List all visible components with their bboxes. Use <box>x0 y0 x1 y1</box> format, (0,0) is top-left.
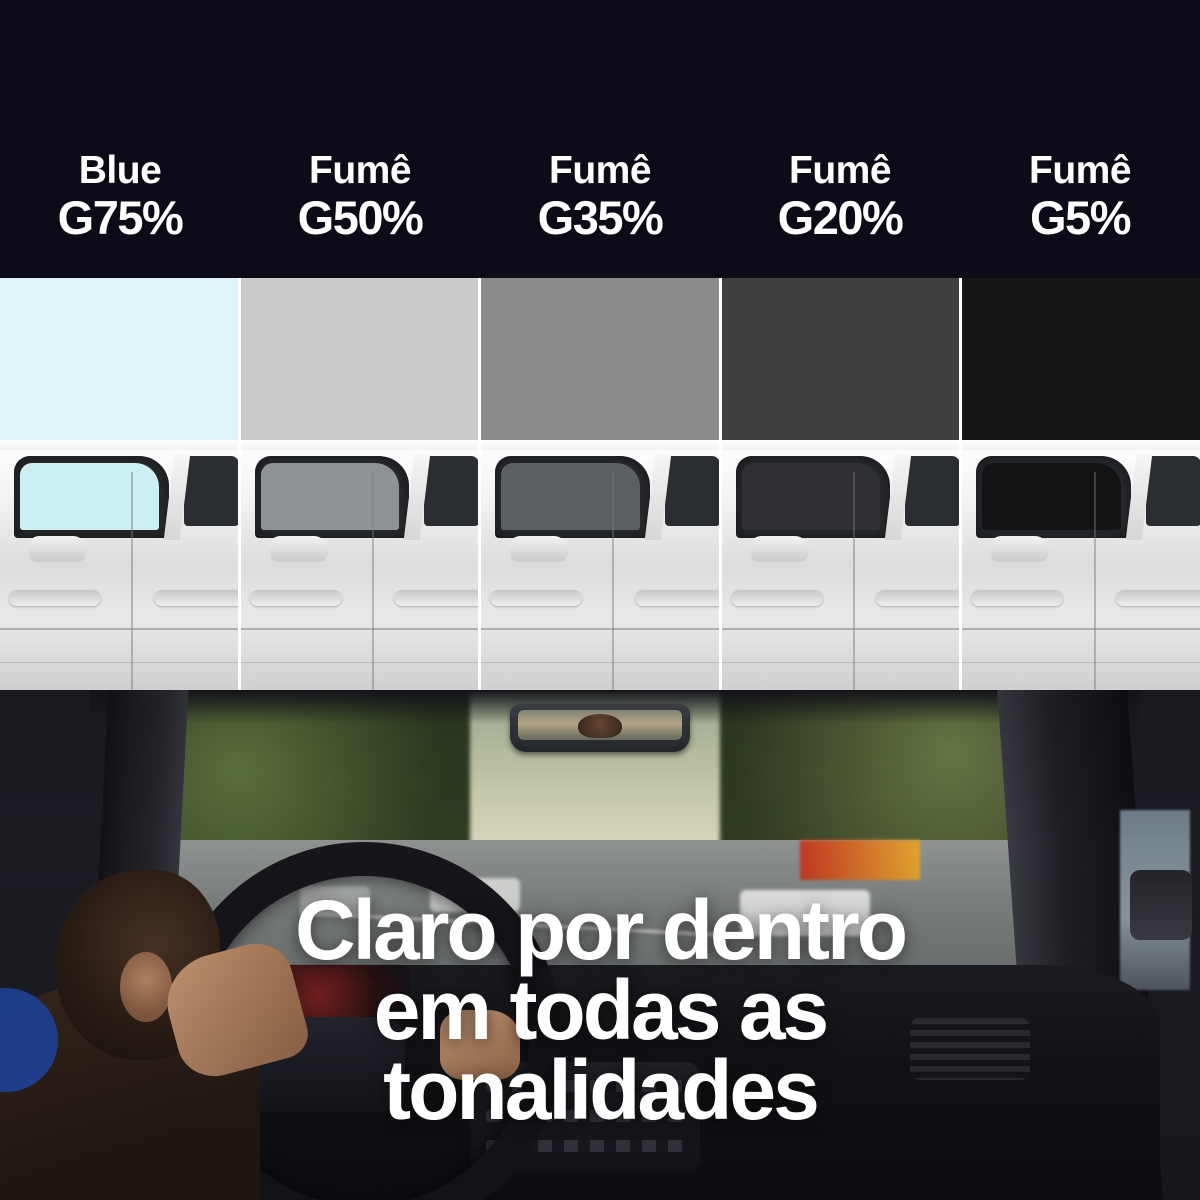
rear-window-frame <box>905 456 960 526</box>
front-window-frame <box>495 456 650 538</box>
door-gap <box>131 472 134 690</box>
door-handle-front <box>971 590 1064 606</box>
headline-line-1: Claro por dentro <box>294 883 908 977</box>
car-door-icon-5 <box>962 440 1200 690</box>
door-gap <box>1093 472 1096 690</box>
front-window-frame <box>254 456 410 538</box>
swatch-panel-1 <box>0 278 241 690</box>
car-door-icon-1 <box>0 440 238 690</box>
swatch-kind-1: Blue <box>78 149 162 192</box>
car-body <box>0 450 238 690</box>
rearview-mirror <box>510 704 690 752</box>
door-handle-front <box>490 590 583 606</box>
reflected-face <box>578 714 622 738</box>
body-crease <box>962 628 1200 630</box>
swatch-kind-3: Fumê <box>548 149 652 192</box>
car-body <box>721 450 960 690</box>
body-crease <box>481 628 719 630</box>
swatch-grade-5: G5% <box>1029 191 1132 244</box>
car-body <box>481 450 719 690</box>
front-window-frame <box>13 456 169 538</box>
front-window-glass <box>741 463 881 530</box>
console-buttons-row-3 <box>486 1140 684 1152</box>
top-dark-band <box>0 0 1200 278</box>
swatch-label-3: Fumê G35% <box>480 150 720 278</box>
swatch-panel-4 <box>721 278 963 690</box>
door-handle-front <box>730 590 823 606</box>
headline-line-2: em todas as <box>373 963 830 1057</box>
swatch-panel-5 <box>962 278 1200 690</box>
front-window-glass <box>260 463 400 530</box>
swatch-kind-5: Fumê <box>1028 149 1132 192</box>
car-body <box>240 450 479 690</box>
car-door-icon-2 <box>240 440 479 690</box>
body-crease-lower <box>962 662 1200 663</box>
swatch-label-5: Fumê G5% <box>960 150 1200 278</box>
body-crease <box>0 628 238 630</box>
body-crease-lower <box>0 662 238 663</box>
door-handle-rear <box>1116 590 1200 606</box>
rear-window-frame <box>424 456 479 526</box>
door-gap <box>371 472 374 690</box>
rear-window-frame <box>664 456 719 526</box>
front-window-glass <box>501 463 640 530</box>
swatch-grade-2: G50% <box>297 191 424 244</box>
door-handle-rear <box>634 590 719 606</box>
body-crease-lower <box>240 662 479 663</box>
side-mirror-icon <box>269 536 328 562</box>
front-window-frame <box>735 456 891 538</box>
passing-car-1 <box>740 890 870 936</box>
rearview-reflection <box>518 710 682 740</box>
door-gap <box>612 472 615 690</box>
headline: Claro por dentro em todas as tonalidades <box>0 883 1200 1137</box>
air-vent <box>910 1018 1030 1080</box>
swatch-label-2: Fumê G50% <box>240 150 480 278</box>
storefront-blur <box>800 840 920 880</box>
exterior-mirror <box>1130 870 1192 940</box>
swatch-kind-4: Fumê <box>788 149 892 192</box>
side-mirror-icon <box>510 536 569 562</box>
body-crease <box>721 628 960 630</box>
swatch-labels-row: Blue G75% Fumê G50% Fumê G35% Fumê G20% <box>0 150 1200 278</box>
swatch-panel-3 <box>481 278 722 690</box>
car-door-icon-3 <box>481 440 719 690</box>
side-mirror-icon <box>750 536 809 562</box>
door-handle-rear <box>153 590 238 606</box>
body-crease-lower <box>481 662 719 663</box>
door-handle-rear <box>875 590 960 606</box>
door-handle-front <box>249 590 342 606</box>
front-window-glass <box>982 463 1122 530</box>
swatch-label-4: Fumê G20% <box>720 150 960 278</box>
rear-window-frame <box>1146 456 1200 526</box>
swatch-panel-2 <box>240 278 482 690</box>
driver-interior-photo <box>0 690 1200 1200</box>
side-mirror-icon <box>28 536 87 562</box>
driver-ear <box>120 952 172 1022</box>
front-window-frame <box>976 456 1132 538</box>
body-crease-lower <box>721 662 960 663</box>
swatch-strip <box>0 278 1200 690</box>
door-gap <box>853 472 856 690</box>
car-body <box>962 450 1200 690</box>
door-handle-front <box>8 590 101 606</box>
swatch-kind-2: Fumê <box>308 149 412 192</box>
door-handle-rear <box>394 590 479 606</box>
rear-window-frame <box>183 456 238 526</box>
headline-line-3: tonalidades <box>383 1043 820 1137</box>
swatch-grade-4: G20% <box>777 191 904 244</box>
driver-right-hand <box>440 1010 520 1080</box>
swatch-grade-3: G35% <box>537 191 664 244</box>
photo-vignette <box>0 690 1200 1200</box>
swatch-grade-1: G75% <box>57 191 184 244</box>
front-window-glass <box>19 463 159 530</box>
side-mirror-icon <box>991 536 1050 562</box>
body-crease <box>240 628 479 630</box>
swatch-label-1: Blue G75% <box>0 150 240 278</box>
car-door-icon-4 <box>721 440 960 690</box>
